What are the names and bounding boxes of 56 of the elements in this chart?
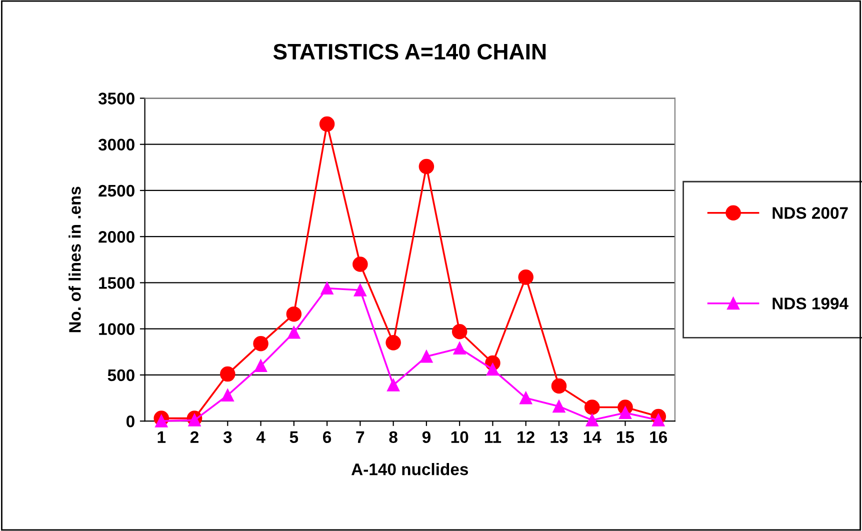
point bbox=[387, 378, 400, 392]
legend-label: NDS 2007 bbox=[772, 207, 848, 219]
point bbox=[452, 324, 468, 340]
point bbox=[320, 282, 334, 295]
point bbox=[551, 378, 567, 394]
x-tick-label: 1 bbox=[158, 431, 166, 443]
x-tick-label: 5 bbox=[290, 431, 298, 444]
y-tick-label: 0 bbox=[126, 415, 134, 428]
x-tick-label: 3 bbox=[223, 431, 232, 444]
point bbox=[586, 414, 598, 426]
point bbox=[552, 400, 566, 413]
x-tick-label: 2 bbox=[190, 431, 198, 443]
x-tick-label: 16 bbox=[650, 431, 668, 444]
chart-title: STATISTICS A=140 CHAIN bbox=[273, 44, 546, 60]
point bbox=[386, 335, 401, 350]
legend-label: NDS 1994 bbox=[772, 298, 848, 310]
x-tick-label: 15 bbox=[617, 431, 634, 444]
point bbox=[319, 116, 335, 132]
point bbox=[254, 359, 268, 372]
x-tick-label: 12 bbox=[518, 431, 534, 443]
point bbox=[486, 363, 499, 376]
point bbox=[518, 270, 534, 285]
x-axis-title: A-140 nuclides bbox=[351, 463, 468, 476]
point bbox=[453, 342, 466, 354]
x-tick-label: 11 bbox=[484, 431, 502, 443]
y-tick-label: 1000 bbox=[99, 323, 134, 336]
point bbox=[584, 400, 600, 415]
point bbox=[221, 389, 234, 402]
point bbox=[352, 256, 368, 272]
y-tick-label: 1500 bbox=[99, 277, 134, 289]
point bbox=[652, 414, 665, 426]
x-tick-label: 10 bbox=[451, 431, 468, 444]
x-tick-label: 6 bbox=[323, 431, 332, 444]
x-tick-label: 8 bbox=[389, 431, 398, 444]
y-axis-title: No. of lines in .ens bbox=[68, 186, 81, 332]
x-tick-label: 4 bbox=[256, 431, 266, 443]
x-tick-label: 13 bbox=[550, 431, 568, 444]
x-tick-label: 9 bbox=[422, 431, 430, 444]
point bbox=[618, 406, 632, 420]
x-tick-label: 14 bbox=[584, 431, 602, 443]
y-tick-label: 3000 bbox=[98, 138, 134, 151]
point bbox=[520, 392, 532, 404]
point bbox=[220, 366, 236, 382]
point bbox=[288, 326, 300, 339]
x-tick-label: 7 bbox=[356, 431, 364, 443]
y-tick-label: 3500 bbox=[98, 92, 134, 104]
point bbox=[286, 306, 302, 322]
point bbox=[420, 350, 433, 363]
point bbox=[354, 284, 366, 296]
point bbox=[253, 336, 268, 352]
point bbox=[155, 414, 168, 428]
point bbox=[188, 414, 201, 426]
point bbox=[418, 158, 434, 174]
y-tick-label: 2500 bbox=[98, 184, 134, 197]
y-tick-label: 500 bbox=[108, 369, 134, 382]
y-tick-label: 2000 bbox=[98, 231, 134, 243]
